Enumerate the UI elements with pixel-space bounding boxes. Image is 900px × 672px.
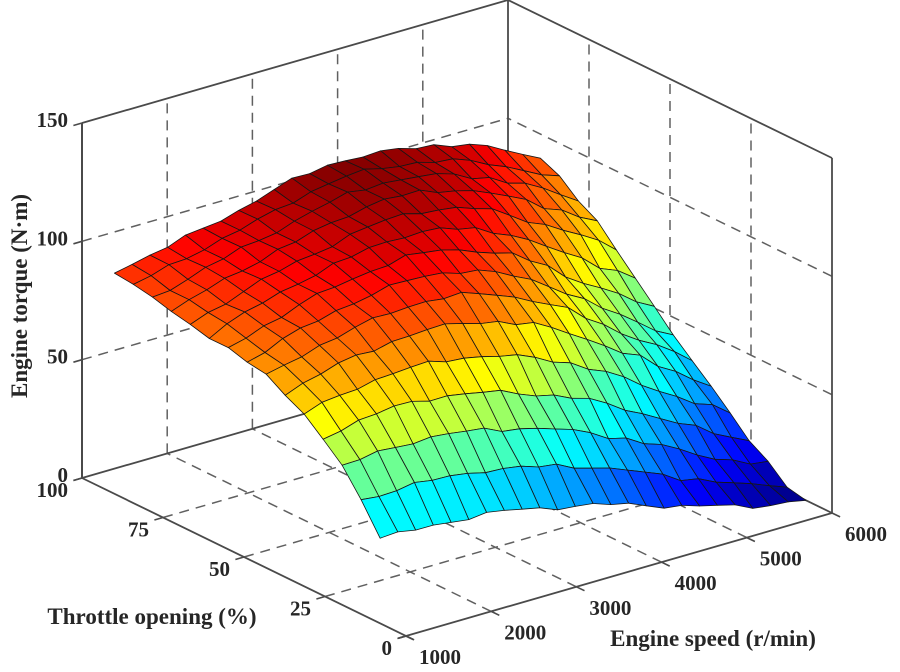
tick-throttle xyxy=(397,635,407,640)
tick-torque xyxy=(73,358,83,363)
z-tick-label: 50 xyxy=(47,345,68,369)
z-tick-label: 150 xyxy=(37,108,69,132)
x-tick-label: 5000 xyxy=(760,547,802,571)
tick-torque xyxy=(73,477,83,482)
z-tick-label: 0 xyxy=(58,463,69,487)
y-tick-label: 25 xyxy=(290,597,311,621)
grid-line-floor-speed xyxy=(252,428,577,588)
tick-speed xyxy=(746,536,756,543)
x-tick-label: 2000 xyxy=(504,620,546,644)
grid-line-wall-torque xyxy=(507,236,833,396)
x-tick-label: 1000 xyxy=(419,645,461,669)
tick-torque xyxy=(73,122,83,127)
axis-line-throttle xyxy=(81,477,414,641)
y-tick-label: 75 xyxy=(128,518,149,542)
x-axis-title: Engine speed (r/min) xyxy=(610,626,816,651)
axis-lines-and-ticks xyxy=(73,122,841,641)
tick-speed xyxy=(405,635,415,641)
tick-throttle xyxy=(316,595,326,600)
y-tick-label: 100 xyxy=(37,478,69,502)
surface-mesh xyxy=(114,143,807,539)
grid-line-floor-speed xyxy=(422,378,748,539)
tick-speed xyxy=(490,610,500,617)
y-axis-title: Throttle opening (%) xyxy=(47,604,256,629)
z-axis-title: Engine torque (N·m) xyxy=(7,194,32,398)
grid-line-wall-torque xyxy=(507,117,833,277)
axis-line-speed xyxy=(398,512,833,640)
axis-labels: 1000200030004000500060000255075100050100… xyxy=(7,108,887,669)
box-edge-top-left xyxy=(81,0,509,124)
x-tick-label: 3000 xyxy=(589,596,631,620)
tick-speed xyxy=(576,586,585,592)
surface-cell xyxy=(360,496,399,539)
x-tick-label: 6000 xyxy=(845,522,887,546)
tick-speed xyxy=(831,512,841,518)
tick-speed xyxy=(661,561,671,567)
y-tick-label: 50 xyxy=(209,557,230,581)
tick-torque xyxy=(73,240,83,245)
tick-throttle xyxy=(154,516,164,521)
x-tick-label: 4000 xyxy=(675,571,717,595)
z-tick-label: 100 xyxy=(37,226,69,250)
grid-line-floor-throttle xyxy=(324,472,752,598)
grid-line-floor-speed xyxy=(166,452,492,613)
y-tick-label: 0 xyxy=(382,636,393,660)
grid-line-floor-speed xyxy=(337,403,662,563)
tick-throttle xyxy=(235,556,245,561)
box-edge-top-right xyxy=(507,0,833,159)
